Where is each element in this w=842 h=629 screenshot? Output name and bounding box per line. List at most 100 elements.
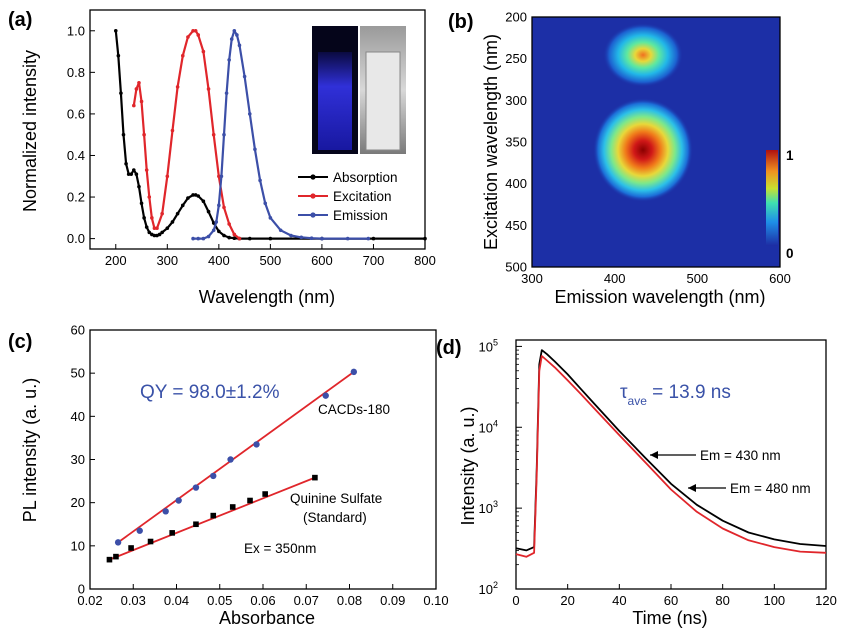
- data-point-absorption: [165, 226, 170, 231]
- data-point-absorption: [268, 236, 273, 241]
- data-point-absorption: [201, 199, 206, 203]
- data-point-cacds: [322, 392, 329, 399]
- y-tick-label: 10: [71, 538, 85, 553]
- data-point-quinine: [169, 530, 175, 536]
- data-point-excitation: [137, 80, 141, 85]
- data-point-excitation: [180, 53, 185, 58]
- data-point-emission: [289, 233, 293, 238]
- data-point-emission: [278, 228, 283, 233]
- colorbar: [766, 150, 778, 246]
- data-point-excitation: [160, 211, 164, 216]
- y-tick-label: 50: [71, 366, 85, 381]
- colorbar-label-min: 0: [786, 246, 794, 261]
- data-point-emission: [345, 236, 350, 241]
- panel-d-chart: τave = 13.9 ns Em = 430 nm Em = 480 nm T…: [458, 337, 837, 628]
- data-point-absorption: [121, 132, 126, 137]
- data-point-excitation: [165, 174, 170, 179]
- data-point-absorption: [170, 220, 175, 224]
- y-tick-label: 0: [78, 582, 85, 597]
- data-point-emission: [235, 33, 239, 37]
- axis-title-y: Intensity (a. u.): [458, 406, 478, 525]
- data-point-absorption: [423, 236, 427, 241]
- label-standard: (Standard): [303, 510, 367, 525]
- label-quinine: Quinine Sulfate: [290, 491, 382, 506]
- legend-marker-emission: [310, 212, 316, 218]
- data-point-emission: [222, 132, 226, 137]
- x-tick-label: 200: [105, 253, 127, 268]
- data-point-excitation: [155, 226, 159, 231]
- data-point-quinine: [210, 512, 217, 519]
- data-point-emission: [247, 112, 252, 116]
- y-tick-label: 200: [505, 10, 527, 25]
- axis-title-x: Time (ns): [632, 608, 707, 628]
- data-point-absorption: [137, 184, 141, 189]
- y-tick-label: 0.8: [67, 65, 85, 80]
- x-tick-label: 500: [686, 271, 708, 286]
- y-tick-label: 450: [505, 218, 527, 233]
- data-point-emission: [237, 43, 242, 48]
- y-tick-label: 103: [479, 499, 498, 516]
- data-point-absorption: [134, 172, 139, 176]
- y-tick-label: 400: [505, 176, 527, 191]
- panel-b-heatmap: 1 0 Emission wavelength (nm) Excitation …: [481, 10, 794, 308]
- data-point-emission: [211, 228, 216, 233]
- data-point-absorption: [371, 236, 376, 241]
- data-point-cacds: [192, 484, 200, 491]
- data-point-cacds: [227, 456, 234, 463]
- data-point-quinine: [229, 504, 236, 510]
- data-point-absorption: [232, 236, 237, 240]
- x-tick-label: 80: [715, 593, 729, 608]
- x-tick-label: 0: [512, 593, 519, 608]
- data-point-absorption: [132, 168, 136, 172]
- data-point-excitation: [170, 128, 175, 133]
- label-em-480: Em = 480 nm: [730, 481, 811, 496]
- data-point-absorption: [160, 230, 164, 235]
- decay-curve-em-480: [515, 355, 827, 558]
- x-tick-label: 120: [815, 593, 837, 608]
- data-point-emission: [253, 147, 257, 152]
- data-point-quinine: [193, 521, 199, 528]
- y-tick-label: 0.0: [67, 231, 85, 246]
- data-point-quinine: [128, 545, 134, 551]
- data-point-absorption: [144, 225, 149, 229]
- plot-frame: [89, 9, 426, 250]
- fit-line: [109, 476, 316, 561]
- y-tick-label: 30: [71, 452, 85, 467]
- data-point-absorption: [126, 172, 131, 176]
- x-tick-label: 300: [156, 253, 178, 268]
- data-point-emission: [232, 28, 237, 33]
- colorbar-label-max: 1: [786, 148, 794, 163]
- series-line-emission: [193, 29, 369, 240]
- x-tick-label: 60: [664, 593, 678, 608]
- data-point-excitation: [191, 28, 195, 33]
- arrowhead-em-480: [688, 484, 696, 492]
- data-point-excitation: [132, 103, 136, 108]
- legend-emission: Emission: [333, 208, 388, 223]
- data-point-absorption: [191, 193, 195, 197]
- data-point-excitation: [147, 195, 152, 199]
- panel-c-chart: QY = 98.0±1.2% CACDs-180 Quinine Sulfate…: [20, 323, 449, 629]
- data-point-emission: [219, 174, 224, 179]
- x-tick-label: 100: [763, 593, 785, 608]
- data-point-quinine: [106, 556, 113, 563]
- data-point-emission: [196, 236, 201, 241]
- x-tick-label: 0.03: [121, 593, 146, 608]
- label-cacds: CACDs-180: [318, 402, 390, 417]
- y-tick-label: 0.2: [67, 190, 85, 205]
- data-point-emission: [227, 58, 231, 62]
- data-point-excitation: [232, 232, 237, 237]
- data-point-excitation: [142, 132, 146, 137]
- data-point-absorption: [157, 232, 162, 237]
- data-point-excitation: [237, 236, 242, 241]
- data-point-absorption: [175, 211, 180, 216]
- fit-line: [117, 371, 355, 544]
- y-tick-label: 500: [505, 260, 527, 275]
- qy-annotation: QY = 98.0±1.2%: [140, 382, 280, 403]
- data-point-absorption: [206, 209, 211, 214]
- data-point-absorption: [222, 233, 226, 238]
- axis-title-x: Emission wavelength (nm): [554, 287, 765, 307]
- panel-label-d: (d): [436, 337, 462, 359]
- data-point-absorption: [180, 203, 185, 208]
- y-tick-label: 350: [505, 135, 527, 150]
- data-point-emission: [258, 178, 262, 183]
